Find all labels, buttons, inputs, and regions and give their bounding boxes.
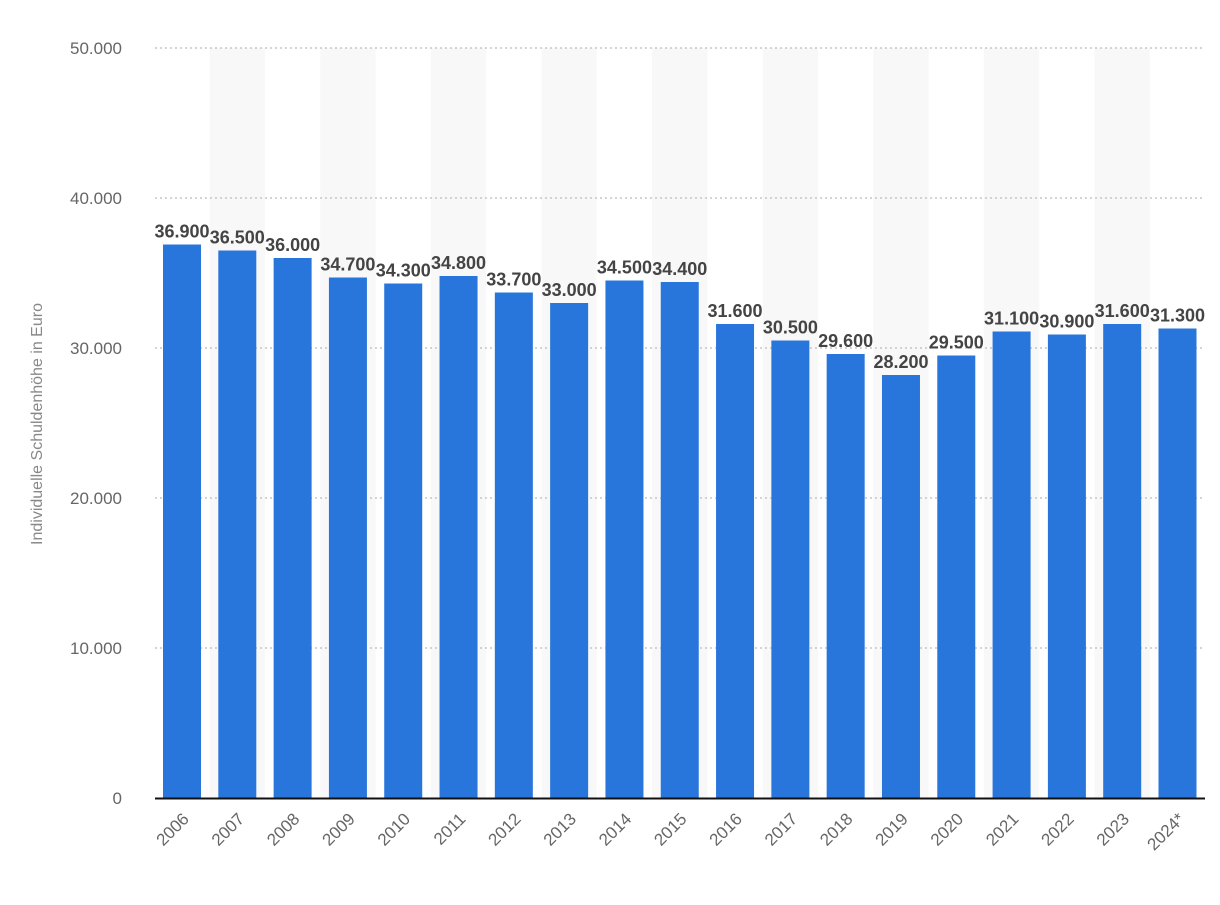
x-tick-label: 2013 <box>540 809 580 849</box>
x-tick-label: 2014 <box>595 809 635 849</box>
data-label: 34.300 <box>376 261 431 281</box>
x-tick-label: 2017 <box>761 809 801 849</box>
y-tick-label: 50.000 <box>70 39 122 58</box>
bar-2020[interactable] <box>937 355 976 799</box>
x-tick-label: 2018 <box>816 809 856 849</box>
bar-2014[interactable] <box>605 280 644 799</box>
data-label: 34.800 <box>431 253 486 273</box>
x-tick-label: 2007 <box>208 809 248 849</box>
bar-2017[interactable] <box>771 340 810 799</box>
bar-2024[interactable] <box>1158 328 1197 799</box>
y-tick-label: 0 <box>113 789 122 808</box>
data-label: 34.400 <box>652 259 707 279</box>
data-label: 36.500 <box>210 228 265 248</box>
x-tick-label: 2008 <box>263 809 303 849</box>
data-label: 31.600 <box>708 301 763 321</box>
x-tick-label: 2024* <box>1143 809 1188 854</box>
x-tick-label: 2016 <box>706 809 746 849</box>
data-label: 34.700 <box>320 255 375 275</box>
y-tick-label: 40.000 <box>70 189 122 208</box>
x-tick-label: 2021 <box>982 809 1022 849</box>
x-tick-label: 2023 <box>1093 809 1133 849</box>
bar-2013[interactable] <box>550 303 589 798</box>
bar-2018[interactable] <box>826 354 865 798</box>
y-axis-label: Individuelle Schuldenhöhe in Euro <box>29 303 46 545</box>
data-label: 28.200 <box>873 352 928 372</box>
bar-2009[interactable] <box>328 277 367 799</box>
bar-2022[interactable] <box>1047 334 1086 799</box>
x-tick-label: 2020 <box>927 809 967 849</box>
x-tick-label: 2010 <box>374 809 414 849</box>
bar-2015[interactable] <box>660 282 699 798</box>
y-tick-label: 10.000 <box>70 639 122 658</box>
bar-2006[interactable] <box>163 244 201 799</box>
x-tick-label: 2015 <box>650 809 690 849</box>
data-label: 31.600 <box>1095 301 1150 321</box>
x-tick-label: 2022 <box>1038 809 1078 849</box>
x-tick-label: 2012 <box>484 809 524 849</box>
x-tick-label: 2011 <box>430 809 469 848</box>
x-tick-label: 2009 <box>319 809 359 849</box>
x-tick-label: 2006 <box>153 809 193 849</box>
data-label: 29.500 <box>929 333 984 353</box>
bar-2021[interactable] <box>992 331 1031 799</box>
data-label: 30.500 <box>763 318 818 338</box>
data-label: 29.600 <box>818 331 873 351</box>
data-label: 30.900 <box>1039 312 1094 332</box>
bar-2010[interactable] <box>384 283 423 799</box>
data-label: 33.000 <box>542 280 597 300</box>
bar-2007[interactable] <box>218 250 257 799</box>
data-label: 31.300 <box>1150 306 1205 326</box>
data-label: 36.000 <box>265 235 320 255</box>
data-label: 33.700 <box>486 270 541 290</box>
bar-2019[interactable] <box>881 375 920 798</box>
bar-2023[interactable] <box>1103 324 1142 798</box>
data-label: 34.500 <box>597 258 652 278</box>
bar-2011[interactable] <box>439 276 478 798</box>
bar-2016[interactable] <box>716 324 755 798</box>
bar-2008[interactable] <box>273 258 312 798</box>
y-tick-label: 30.000 <box>70 339 122 358</box>
bar-2012[interactable] <box>494 292 533 799</box>
x-tick-label: 2019 <box>872 809 912 849</box>
y-tick-label: 20.000 <box>70 489 122 508</box>
data-label: 31.100 <box>984 309 1039 329</box>
data-label: 36.900 <box>154 222 209 242</box>
